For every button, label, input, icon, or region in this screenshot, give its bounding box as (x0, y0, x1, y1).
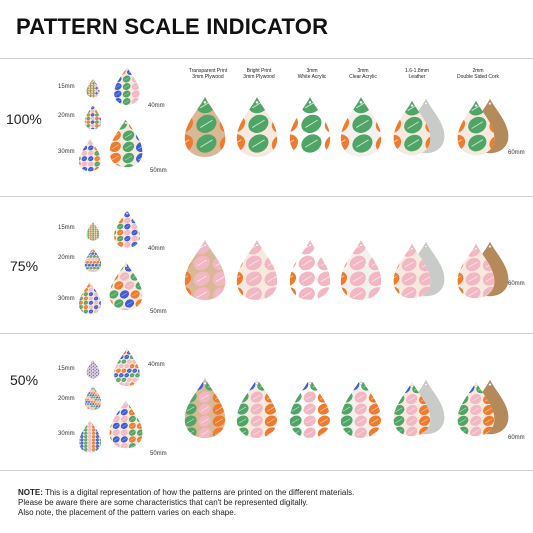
material-line1: 3mm (357, 68, 369, 74)
material-line1: 3mm (306, 68, 318, 74)
earring-20mm (84, 385, 102, 411)
size-label-15mm: 15mm (58, 366, 75, 372)
earring-20mm (84, 247, 102, 273)
earring-transparent-plywood (184, 97, 226, 157)
size-label-40mm: 40mm (148, 246, 165, 252)
earring-clear-acrylic (340, 97, 382, 157)
earring-15mm (86, 78, 100, 98)
earring-white-acrylic (289, 97, 331, 157)
material-line2: 3mm Plywood (192, 74, 224, 80)
size-label-50mm: 50mm (150, 168, 167, 174)
earring-white-acrylic (289, 240, 331, 300)
material-header-transparent-plywood: Transparent Print 3mm Plywood (178, 68, 238, 80)
material-line1: Bright Print (246, 68, 272, 74)
size-label-30mm: 30mm (58, 431, 75, 437)
material-line1: 2mm (472, 68, 484, 74)
page-title: PATTERN SCALE INDICATOR (16, 14, 329, 39)
scale-label-75: 75% (10, 258, 39, 274)
note-line1: This is a digital representation of how … (42, 488, 355, 497)
earring-30mm (78, 419, 102, 453)
earring-30mm (78, 138, 102, 172)
earring-cork (457, 381, 495, 437)
earring-15mm (86, 359, 100, 379)
material-header-leather: 1.6-1.8mm Leather (387, 68, 447, 80)
earring-40mm (114, 209, 140, 249)
earring-cork (457, 100, 495, 156)
earring-50mm (109, 261, 143, 311)
material-line2: White Acrylic (297, 74, 327, 80)
earring-white-acrylic (289, 378, 331, 438)
material-header-bright-plywood: Bright Print 3mm Plywood (229, 68, 289, 80)
earring-leather (393, 100, 431, 156)
size-label-side: 60mm (508, 150, 525, 156)
earring-40mm (114, 347, 140, 387)
material-header-white-acrylic: 3mm White Acrylic (282, 68, 342, 80)
material-line2: Leather (408, 74, 426, 80)
earring-cork (457, 243, 495, 299)
material-header-clear-acrylic: 3mm Clear Acrylic (333, 68, 393, 80)
material-line2: Clear Acrylic (349, 74, 377, 80)
material-line2: Double Sided Cork (457, 74, 499, 80)
earring-transparent-plywood (184, 240, 226, 300)
section-divider (0, 333, 533, 334)
earring-leather (393, 243, 431, 299)
earring-bright-plywood (236, 97, 278, 157)
earring-leather (393, 381, 431, 437)
earring-clear-acrylic (340, 240, 382, 300)
material-line1: 1.6-1.8mm (405, 68, 429, 74)
note-line2: Please be aware there are some character… (18, 498, 308, 507)
size-label-50mm: 50mm (150, 309, 167, 315)
material-header-cork: 2mm Double Sided Cork (448, 68, 508, 80)
earring-50mm (109, 118, 143, 168)
earring-bright-plywood (236, 378, 278, 438)
size-label-40mm: 40mm (148, 362, 165, 368)
disclaimer-note: NOTE: This is a digital representation o… (18, 488, 518, 518)
section-divider (0, 196, 533, 197)
earring-clear-acrylic (340, 378, 382, 438)
section-divider (0, 470, 533, 471)
earring-30mm (78, 281, 102, 315)
size-label-side: 60mm (508, 435, 525, 441)
scale-label-100: 100% (6, 111, 42, 127)
earring-bright-plywood (236, 240, 278, 300)
size-label-40mm: 40mm (148, 103, 165, 109)
earring-transparent-plywood (184, 378, 226, 438)
earring-15mm (86, 221, 100, 241)
material-line1: Transparent Print (188, 68, 228, 74)
earring-40mm (114, 66, 140, 106)
size-label-30mm: 30mm (58, 296, 75, 302)
note-line3: Also note, the placement of the pattern … (18, 508, 236, 517)
size-label-30mm: 30mm (58, 149, 75, 155)
size-label-20mm: 20mm (58, 396, 75, 402)
size-label-20mm: 20mm (58, 255, 75, 261)
scale-label-50: 50% (10, 372, 39, 388)
earring-20mm (84, 104, 102, 130)
size-label-15mm: 15mm (58, 84, 75, 90)
size-label-15mm: 15mm (58, 225, 75, 231)
size-label-side: 60mm (508, 281, 525, 287)
size-label-20mm: 20mm (58, 113, 75, 119)
note-label: NOTE: (18, 488, 43, 497)
earring-50mm (109, 399, 143, 449)
material-line2: 3mm Plywood (243, 74, 275, 80)
section-divider (0, 58, 533, 59)
size-label-50mm: 50mm (150, 451, 167, 457)
